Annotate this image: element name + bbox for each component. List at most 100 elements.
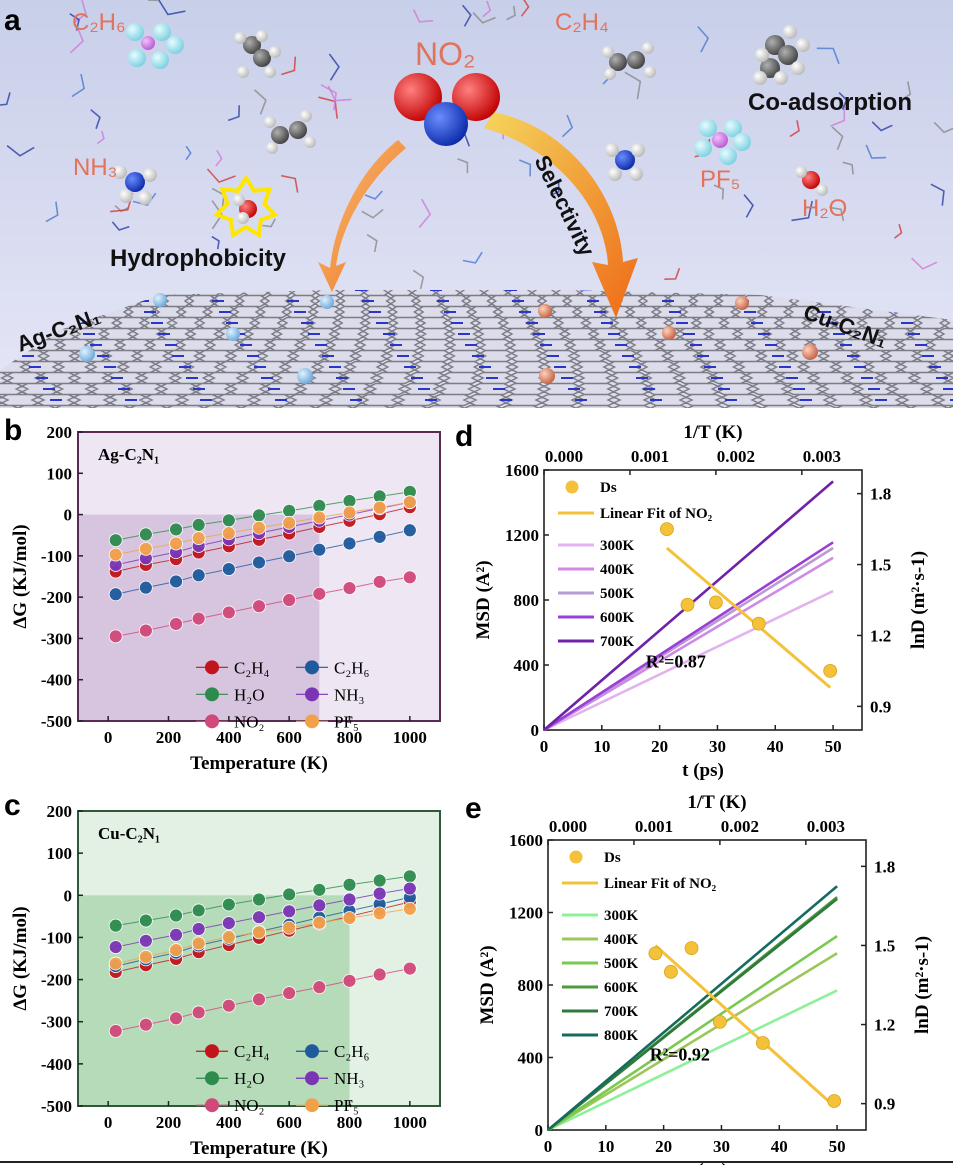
data-point — [192, 923, 205, 936]
panel-subtitle: Ag-C₂N₁ — [98, 445, 159, 464]
data-point — [170, 523, 183, 536]
x-tick-label: 200 — [156, 1113, 182, 1132]
y-tick-label: 200 — [47, 802, 73, 821]
data-point — [192, 612, 205, 625]
data-point — [192, 569, 205, 582]
data-point — [170, 928, 183, 941]
data-point — [253, 509, 266, 522]
ds-point — [664, 965, 677, 978]
legend-label: NH₃ — [334, 685, 365, 704]
legend-marker — [305, 660, 319, 674]
y-tick-label: -500 — [41, 712, 72, 731]
legend-label: H₂O — [234, 1069, 264, 1088]
cu-atom — [538, 304, 552, 318]
data-point — [139, 914, 152, 927]
y-axis-label: ΔG (KJ/mol) — [10, 524, 31, 628]
data-point — [192, 518, 205, 531]
ds-point — [824, 664, 837, 677]
x-tick-label: 800 — [337, 1113, 363, 1132]
right-tick-label: 0.9 — [874, 1095, 895, 1114]
data-point — [139, 934, 152, 947]
data-point — [170, 537, 183, 550]
x-axis-label: Temperature (K) — [190, 1138, 328, 1159]
ds-point — [709, 596, 722, 609]
right-tick-label: 1.5 — [870, 556, 891, 575]
data-point — [373, 501, 386, 514]
legend-marker-ds — [570, 851, 583, 864]
x-tick-label: 40 — [771, 1137, 788, 1156]
ag-atom — [320, 295, 334, 309]
legend-label: C₂H₆ — [334, 1042, 370, 1061]
legend-label: 400K — [600, 562, 635, 578]
data-point — [313, 883, 326, 896]
data-point — [373, 575, 386, 588]
right-axis-label: lnD (m²·s-1) — [912, 936, 933, 1034]
data-point — [139, 950, 152, 963]
ds-point — [660, 523, 673, 536]
data-point — [222, 563, 235, 576]
data-point — [283, 594, 296, 607]
legend-label: 600K — [600, 610, 635, 626]
cu-atom — [539, 368, 555, 384]
legend-marker — [305, 714, 319, 728]
ds-point — [756, 1037, 769, 1050]
y-tick-label: 1600 — [509, 831, 543, 850]
panel-a-illustration: a NO₂ C₂H₆ C₂H₄ NH₃ PF₅ H₂O Co-adsorptio… — [0, 0, 953, 416]
legend-label: 700K — [604, 1004, 639, 1020]
data-point — [222, 898, 235, 911]
legend-label: C₂H₆ — [334, 658, 370, 677]
data-point — [109, 1024, 122, 1037]
y-tick-label: 800 — [514, 591, 540, 610]
data-point — [343, 506, 356, 519]
panel-b-letter: b — [4, 414, 22, 447]
y-tick-label: 1600 — [505, 461, 539, 480]
top-tick-label: 0.003 — [807, 817, 845, 836]
co-adsorption-label: Co-adsorption — [748, 89, 912, 116]
y-tick-label: -100 — [41, 928, 72, 947]
x-tick-label: 40 — [767, 737, 784, 756]
data-point — [403, 902, 416, 915]
legend-marker — [205, 714, 219, 728]
ag-atom — [226, 327, 240, 341]
h2o-label: H₂O — [802, 195, 847, 222]
legend-label: NO₂ — [234, 712, 264, 731]
ag-atom — [79, 346, 95, 362]
legend-label: 400K — [604, 932, 639, 948]
data-point — [403, 571, 416, 584]
hydrophobicity-label: Hydrophobicity — [110, 245, 287, 272]
ds-point — [649, 947, 662, 960]
top-axis-label: 1/T (K) — [687, 792, 746, 813]
data-point — [109, 548, 122, 561]
no2-label: NO₂ — [415, 36, 475, 72]
data-point — [170, 1012, 183, 1025]
data-point — [283, 888, 296, 901]
panel-a-letter: a — [4, 4, 21, 37]
y-tick-label: 1200 — [509, 904, 543, 923]
legend-marker — [205, 687, 219, 701]
data-point — [192, 532, 205, 545]
bottom-border — [0, 1161, 953, 1163]
data-point — [192, 904, 205, 917]
c2h4-label: C₂H₄ — [555, 9, 609, 36]
legend-label: 800K — [604, 1028, 639, 1044]
x-tick-label: 10 — [593, 737, 610, 756]
x-tick-label: 20 — [651, 737, 668, 756]
right-tick-label: 1.2 — [870, 626, 891, 645]
x-tick-label: 0 — [544, 1137, 553, 1156]
legend-marker — [205, 1071, 219, 1085]
data-point — [343, 582, 356, 595]
data-point — [373, 530, 386, 543]
right-tick-label: 1.8 — [874, 857, 895, 876]
data-point — [313, 587, 326, 600]
ds-point — [713, 1015, 726, 1028]
y-axis-label: ΔG (KJ/mol) — [10, 906, 31, 1010]
y-tick-label: 0 — [531, 721, 540, 740]
x-tick-label: 400 — [216, 1113, 242, 1132]
y-tick-label: -200 — [41, 588, 72, 607]
panel-d-letter: d — [455, 420, 473, 453]
top-tick-label: 0.001 — [631, 447, 669, 466]
x-axis-label: t (ps) — [682, 760, 724, 781]
